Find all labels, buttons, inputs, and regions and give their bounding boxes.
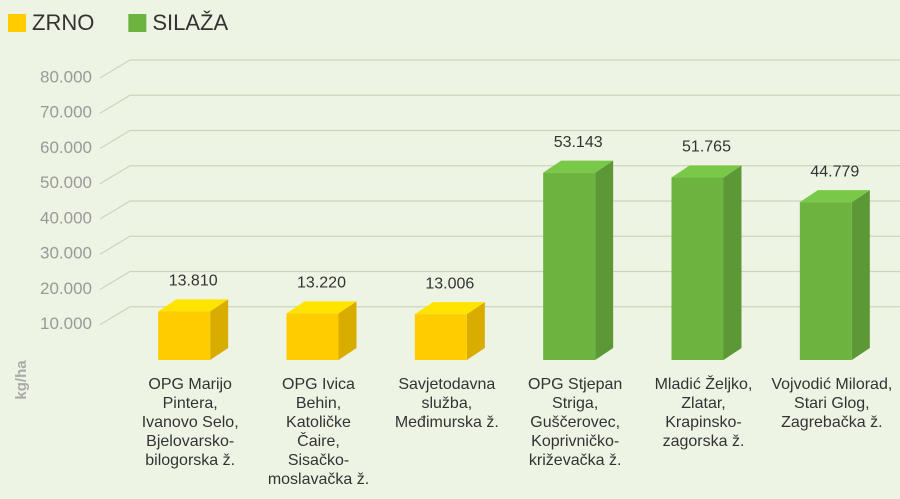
bar-top — [543, 160, 614, 173]
x-tick-label: Međimurska ž. — [395, 414, 499, 431]
grid-line — [99, 129, 900, 150]
x-tick-label: služba, — [421, 395, 472, 412]
x-tick-label: Koprivničko- — [531, 433, 619, 450]
x-tick-label: Čaire, — [297, 431, 340, 450]
bar — [799, 202, 852, 360]
data-label: 44.779 — [810, 163, 859, 180]
legend-label: SILAŽA — [152, 10, 228, 35]
grid-line — [99, 94, 900, 114]
y-axis-label: kg/ha — [13, 360, 30, 400]
data-label: 13.810 — [169, 273, 218, 290]
x-tick-label: Zlatar, — [681, 395, 725, 412]
y-tick-label: 50.000 — [40, 173, 92, 192]
bar-top — [286, 301, 357, 314]
bar-top — [799, 190, 870, 203]
bar-side — [210, 299, 229, 360]
x-tick-label: OPG Ivica — [282, 376, 355, 393]
data-label: 13.006 — [425, 275, 474, 292]
x-tick-label: križevačka ž. — [529, 452, 621, 469]
y-tick-label: 10.000 — [40, 314, 92, 333]
legend-swatch — [128, 14, 147, 32]
grid-line — [99, 165, 900, 185]
bar — [158, 311, 211, 360]
x-tick-label: Ivanovo Selo, — [142, 414, 239, 431]
data-label: 51.765 — [682, 139, 731, 156]
bar-side — [595, 160, 614, 360]
bar — [671, 177, 724, 360]
y-tick-label: 80.000 — [40, 67, 92, 86]
bar-top — [158, 299, 229, 312]
legend-swatch — [8, 14, 26, 32]
bar-side — [338, 301, 357, 360]
x-tick-label: Behin, — [296, 395, 341, 412]
legend-label: ZRNO — [32, 10, 94, 35]
y-tick-label: 20.000 — [40, 279, 92, 298]
bar — [543, 172, 596, 360]
bar-top — [414, 302, 485, 315]
bar-side — [851, 190, 870, 360]
y-tick-label: 30.000 — [40, 244, 92, 263]
bar — [414, 314, 467, 360]
x-tick-label: Mladić Željko, — [655, 374, 753, 393]
bar-side — [466, 302, 485, 360]
x-tick-label: OPG Marijo — [148, 376, 232, 393]
grid-line — [99, 200, 900, 220]
bar-top — [671, 165, 742, 178]
x-tick-label: Krapinsko- — [665, 414, 741, 431]
bar — [286, 313, 339, 360]
x-tick-label: Pintera, — [163, 395, 218, 412]
grid-line — [99, 270, 900, 291]
x-tick-label: Striga, — [552, 395, 598, 412]
data-label: 53.143 — [554, 134, 603, 151]
x-tick-label: Katoličke — [286, 414, 351, 431]
x-tick-label: bilogorska ž. — [145, 452, 235, 469]
x-tick-label: Sisačko- — [288, 452, 349, 469]
x-tick-label: Savjetodavna — [398, 376, 495, 393]
data-label: 13.220 — [297, 275, 346, 292]
grid-line — [99, 59, 900, 79]
y-tick-label: 70.000 — [40, 103, 92, 122]
y-tick-label: 40.000 — [40, 208, 92, 227]
bar-side — [723, 165, 742, 360]
x-tick-label: Stari Glog, — [794, 395, 870, 412]
grid-line — [99, 235, 900, 255]
x-tick-label: Zagrebačka ž. — [781, 414, 882, 431]
y-tick-label: 60.000 — [40, 138, 92, 157]
grid-line — [99, 306, 900, 326]
x-tick-label: Guščerovec, — [530, 414, 620, 431]
x-tick-label: OPG Stjepan — [528, 376, 622, 393]
x-tick-label: Vojvodić Milorad, — [771, 376, 892, 393]
x-tick-label: moslavačka ž. — [268, 471, 369, 488]
x-tick-label: zagorska ž. — [663, 433, 745, 450]
x-tick-label: Bjelovarsko- — [146, 433, 234, 450]
